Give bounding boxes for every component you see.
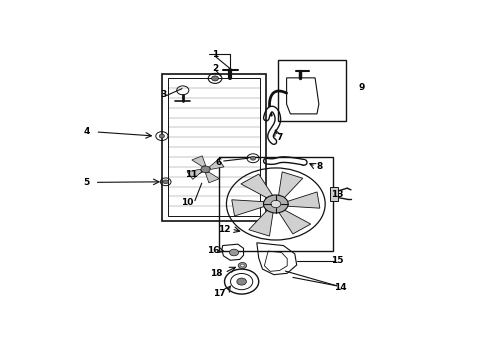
Circle shape	[201, 166, 210, 173]
Circle shape	[264, 195, 288, 213]
Polygon shape	[205, 172, 220, 183]
Circle shape	[250, 156, 256, 160]
Polygon shape	[278, 172, 303, 198]
Text: 8: 8	[317, 162, 322, 171]
Text: 13: 13	[331, 190, 344, 199]
Polygon shape	[192, 156, 206, 166]
Text: 16: 16	[207, 246, 220, 255]
Text: 7: 7	[276, 133, 283, 142]
Circle shape	[237, 278, 246, 285]
Text: 9: 9	[358, 83, 365, 92]
Circle shape	[159, 134, 165, 138]
Bar	[330, 187, 338, 201]
Circle shape	[212, 76, 219, 81]
Circle shape	[238, 262, 246, 269]
Text: 14: 14	[334, 283, 347, 292]
Circle shape	[163, 180, 169, 184]
Text: 4: 4	[84, 127, 90, 136]
Text: 12: 12	[218, 225, 230, 234]
Text: 3: 3	[160, 90, 166, 99]
Text: 5: 5	[83, 178, 89, 187]
Circle shape	[229, 249, 239, 256]
Text: 2: 2	[212, 64, 218, 73]
Text: 17: 17	[213, 289, 225, 298]
Circle shape	[241, 264, 245, 267]
Polygon shape	[210, 159, 224, 170]
Text: 15: 15	[331, 256, 344, 265]
Text: 18: 18	[210, 269, 222, 278]
Polygon shape	[249, 210, 273, 236]
Polygon shape	[286, 192, 320, 208]
Polygon shape	[232, 200, 266, 216]
Polygon shape	[241, 174, 273, 198]
Bar	[219, 157, 333, 251]
Bar	[278, 60, 346, 121]
Polygon shape	[187, 169, 201, 179]
Text: 10: 10	[181, 198, 194, 207]
Text: 1: 1	[212, 50, 218, 59]
Text: 11: 11	[185, 170, 198, 179]
Text: 6: 6	[216, 158, 222, 167]
Polygon shape	[278, 210, 311, 234]
Circle shape	[271, 201, 281, 208]
